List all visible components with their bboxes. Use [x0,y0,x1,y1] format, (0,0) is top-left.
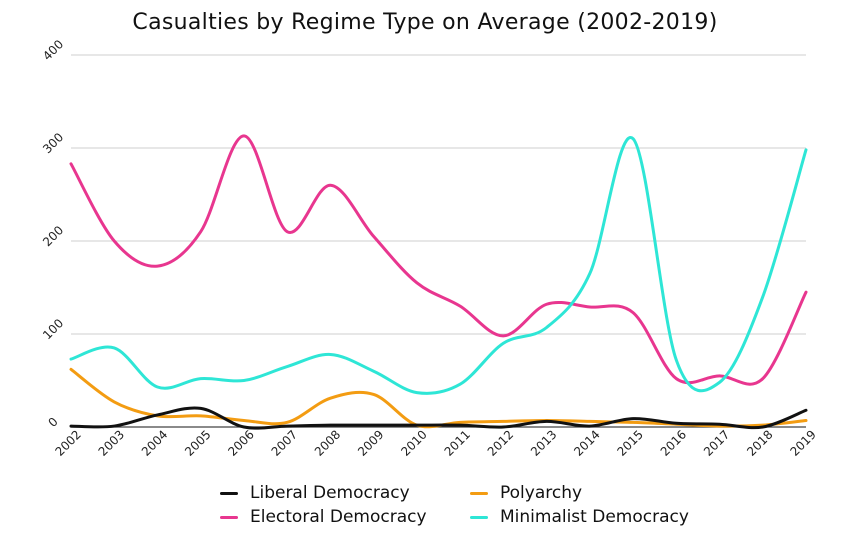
legend-item-polyarchy: Polyarchy [470,482,730,504]
legend-item-electoral-democracy: Electoral Democracy [220,506,470,528]
x-tick-label: 2013 [528,427,559,458]
x-tick-label: 2004 [139,427,170,458]
x-tick-label: 2009 [355,427,386,458]
legend-label: Electoral Democracy [250,507,427,527]
series-line-minimalist-democracy [69,136,808,395]
x-tick-label: 2011 [442,427,473,458]
series-line-electoral-democracy [69,134,808,386]
legend-label: Liberal Democracy [250,483,410,503]
x-tick-label: 2014 [571,427,602,458]
x-tick-label: 2005 [182,427,213,458]
legend-item-minimalist-democracy: Minimalist Democracy [470,506,730,528]
legend-swatch [220,491,238,495]
series-line-liberal-democracy [69,406,808,430]
legend-swatch [470,491,488,495]
y-tick-label: 0 [46,415,61,430]
x-tick-label: 2003 [96,427,127,458]
y-tick-label: 200 [40,223,66,249]
legend-label: Polyarchy [500,483,583,503]
x-tick-label: 2016 [658,427,689,458]
legend-swatch [220,515,238,519]
x-tick-label: 2007 [269,427,300,458]
chart-title: Casualties by Regime Type on Average (20… [132,10,718,35]
x-tick-label: 2017 [701,427,732,458]
legend-swatch [470,515,488,519]
x-tick-label: 2012 [485,427,516,458]
legend-label: Minimalist Democracy [500,507,689,527]
y-tick-label: 300 [40,130,66,156]
legend-item-liberal-democracy: Liberal Democracy [220,482,470,504]
x-tick-label: 2015 [614,427,645,458]
x-tick-label: 2002 [52,427,83,458]
x-tick-label: 2010 [398,427,429,458]
x-tick-label: 2018 [744,427,775,458]
x-tick-label: 2006 [225,427,256,458]
chart-legend: Liberal Democracy Polyarchy Electoral De… [220,482,740,528]
x-tick-label: 2019 [787,427,818,458]
y-tick-label: 100 [40,316,66,342]
y-tick-label: 400 [40,37,66,63]
x-tick-label: 2008 [312,427,343,458]
series-line-polyarchy [69,367,808,429]
